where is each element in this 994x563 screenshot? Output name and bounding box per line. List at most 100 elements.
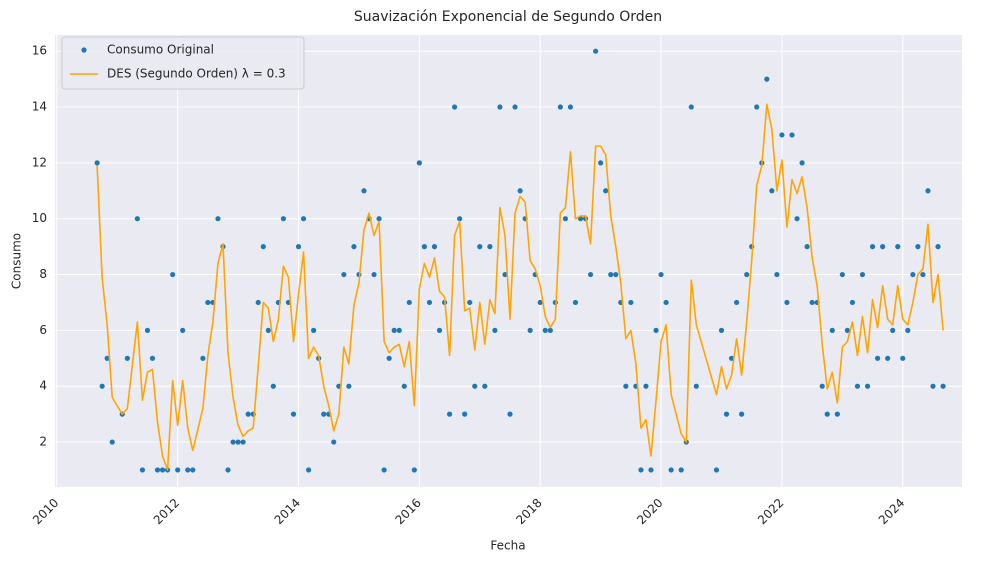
x-tick-label: 2016 bbox=[392, 496, 423, 527]
data-point bbox=[693, 383, 699, 389]
data-point bbox=[300, 216, 307, 222]
series-line bbox=[96, 103, 944, 471]
data-point bbox=[190, 467, 196, 473]
data-point bbox=[668, 467, 674, 473]
y-tick-label: 10 bbox=[32, 211, 47, 225]
data-point bbox=[527, 327, 533, 333]
data-point bbox=[739, 411, 745, 417]
y-tick-label: 2 bbox=[39, 435, 47, 449]
data-point bbox=[134, 216, 140, 222]
plot-area bbox=[55, 35, 962, 487]
data-point bbox=[406, 299, 412, 306]
data-point bbox=[774, 271, 780, 278]
data-point bbox=[844, 327, 850, 333]
data-point bbox=[623, 383, 629, 389]
data-point bbox=[874, 355, 881, 361]
data-point bbox=[593, 48, 599, 54]
data-point bbox=[824, 411, 830, 417]
x-tick-label: 2014 bbox=[272, 496, 303, 527]
data-point bbox=[386, 355, 392, 361]
marks bbox=[94, 48, 946, 473]
data-point bbox=[421, 244, 427, 250]
data-point bbox=[451, 104, 458, 110]
data-point bbox=[507, 411, 513, 417]
data-point bbox=[290, 411, 297, 417]
data-point bbox=[603, 188, 609, 194]
grid bbox=[55, 35, 962, 487]
data-point bbox=[834, 411, 840, 417]
data-point bbox=[769, 188, 775, 194]
data-point bbox=[804, 244, 810, 250]
y-axis-label: Consumo bbox=[10, 233, 24, 289]
data-point bbox=[149, 355, 156, 361]
data-point bbox=[613, 271, 619, 278]
data-point bbox=[890, 327, 896, 333]
data-point bbox=[829, 327, 835, 333]
data-point bbox=[794, 216, 800, 222]
data-point bbox=[411, 467, 417, 473]
data-point bbox=[341, 271, 347, 278]
data-point bbox=[270, 383, 276, 389]
y-tick-label: 6 bbox=[39, 323, 47, 337]
data-point bbox=[638, 467, 644, 473]
y-tick-label: 16 bbox=[32, 44, 47, 58]
data-point bbox=[915, 244, 921, 250]
data-point bbox=[230, 439, 236, 445]
data-point bbox=[331, 439, 337, 445]
legend: Consumo Original DES (Segundo Orden) λ = … bbox=[61, 36, 305, 90]
data-point bbox=[784, 299, 790, 306]
y-tick-label: 4 bbox=[39, 379, 47, 393]
data-point bbox=[240, 439, 246, 445]
data-point bbox=[895, 244, 901, 250]
data-point bbox=[180, 327, 186, 333]
data-point bbox=[321, 411, 327, 417]
data-point bbox=[170, 271, 176, 278]
x-tick-label: 2022 bbox=[755, 496, 786, 527]
data-point bbox=[537, 299, 543, 306]
data-point bbox=[925, 188, 931, 194]
data-point bbox=[446, 411, 453, 417]
data-point bbox=[109, 439, 115, 445]
data-point bbox=[311, 327, 317, 333]
data-point bbox=[154, 467, 161, 473]
data-point bbox=[99, 383, 105, 389]
data-point bbox=[462, 411, 468, 417]
legend-box bbox=[61, 36, 305, 90]
data-point bbox=[426, 299, 433, 306]
data-point bbox=[940, 383, 946, 389]
data-point bbox=[653, 327, 659, 333]
data-point bbox=[608, 271, 614, 278]
x-tick-label: 2010 bbox=[30, 496, 61, 527]
data-point bbox=[351, 244, 357, 250]
data-point bbox=[598, 160, 604, 166]
data-point bbox=[723, 411, 730, 417]
data-point bbox=[124, 355, 130, 361]
data-point bbox=[391, 327, 397, 333]
data-point bbox=[587, 271, 594, 278]
data-point bbox=[920, 271, 926, 278]
data-point bbox=[900, 355, 906, 361]
data-point bbox=[713, 467, 720, 473]
data-point bbox=[885, 355, 891, 361]
data-point bbox=[517, 188, 523, 194]
data-point bbox=[643, 383, 649, 389]
data-point bbox=[381, 467, 387, 473]
data-point bbox=[839, 271, 845, 278]
data-point bbox=[159, 467, 166, 473]
data-point bbox=[492, 327, 498, 333]
y-tick-label: 8 bbox=[39, 267, 47, 281]
legend-marker bbox=[81, 47, 87, 53]
data-point bbox=[306, 467, 312, 473]
data-point bbox=[487, 244, 493, 250]
data-point bbox=[547, 327, 553, 333]
data-point bbox=[799, 160, 805, 166]
data-point bbox=[215, 216, 221, 222]
data-point bbox=[880, 244, 886, 250]
data-point bbox=[361, 188, 367, 194]
data-point bbox=[295, 244, 302, 250]
data-point bbox=[396, 327, 402, 333]
data-point bbox=[572, 299, 579, 306]
data-point bbox=[376, 216, 382, 222]
data-point bbox=[809, 299, 815, 306]
